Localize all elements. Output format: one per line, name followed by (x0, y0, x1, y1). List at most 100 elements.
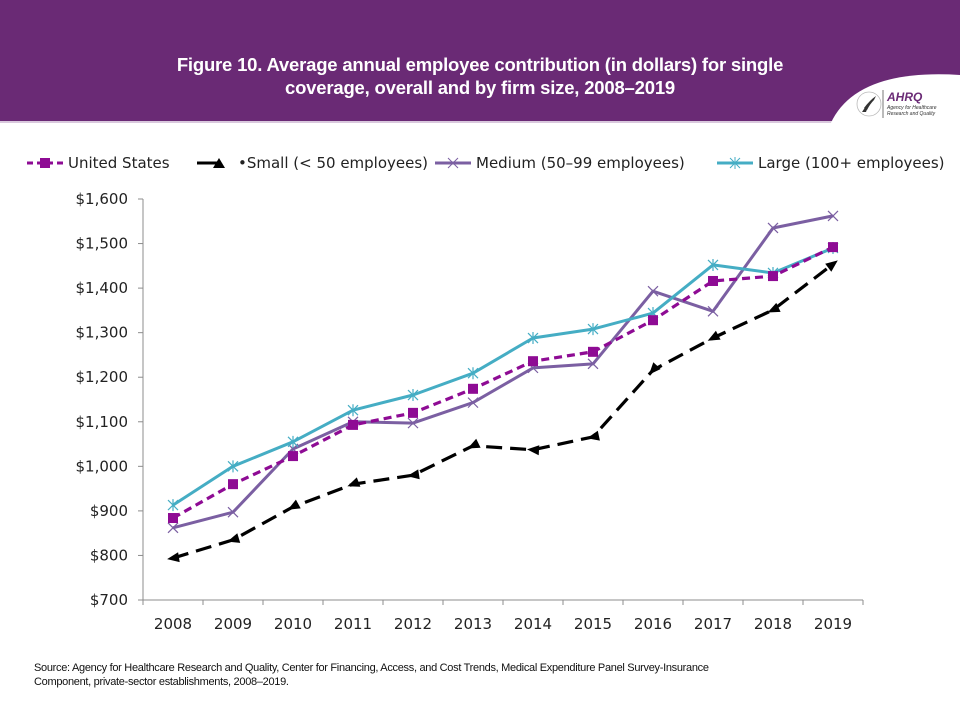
y-tick-label: $800 (90, 546, 128, 564)
legend-item-large: Large (100+ employees) (716, 150, 945, 176)
data-point-x (467, 397, 479, 409)
x-tick-label: 2018 (754, 615, 792, 633)
data-point-square (408, 407, 418, 418)
title-line-1: Figure 10. Average annual employee contr… (176, 54, 784, 75)
data-point-x (767, 222, 779, 234)
y-tick-label: $1,300 (76, 324, 129, 342)
data-point-x (227, 506, 239, 518)
legend-marker-square-icon (27, 158, 63, 168)
x-tick-label: 2009 (214, 615, 252, 633)
chart-legend: United States •Small (< 50 employees) Me… (0, 150, 960, 176)
y-tick-label: $1,100 (76, 413, 129, 431)
legend-label: Medium (50–99 employees) (476, 154, 685, 172)
legend-marker-asterisk-icon (717, 157, 753, 169)
data-point-triangle (407, 469, 420, 480)
data-point-square (648, 315, 658, 326)
data-point-square (348, 419, 358, 430)
hhs-eagle-icon (856, 91, 882, 117)
legend-marker-triangle-icon (197, 158, 225, 168)
legend-label: United States (68, 154, 170, 172)
y-tick-label: $1,000 (76, 457, 129, 475)
data-point-triangle (287, 499, 301, 510)
ahrq-tagline-2: Research and Quality (887, 111, 936, 117)
header-band (0, 0, 960, 121)
data-point-asterisk (287, 435, 299, 448)
y-tick-label: $900 (90, 502, 128, 520)
data-point-x (647, 285, 659, 297)
y-tick-label: $1,600 (76, 190, 129, 208)
title-line-2: coverage, overall and by firm size, 2008… (284, 77, 675, 98)
x-tick-label: 2012 (394, 615, 432, 633)
series-line (172, 262, 834, 560)
legend-label: Large (100+ employees) (758, 154, 945, 172)
x-tick-label: 2010 (274, 615, 312, 633)
data-point-square (588, 346, 598, 357)
legend-marker-x-icon (435, 157, 471, 169)
x-tick-label: 2019 (814, 615, 852, 633)
data-point-asterisk (707, 258, 719, 271)
data-point-asterisk (347, 404, 359, 417)
legend-label: •Small (< 50 employees) (238, 154, 429, 172)
series-large-100-employees (167, 242, 839, 512)
header-divider (0, 121, 960, 123)
legend-item-united-states: United States (26, 150, 170, 176)
x-tick-label: 2015 (574, 615, 612, 633)
data-point-triangle (649, 362, 661, 375)
data-point-x (167, 522, 179, 534)
source-line-2: Component, private-sector establishments… (34, 676, 289, 688)
data-point-square (228, 479, 238, 490)
data-point-triangle (707, 330, 721, 341)
data-point-square (768, 271, 778, 282)
series-medium-50-99-employees (167, 210, 839, 534)
logo-white-curve (828, 74, 960, 130)
data-point-asterisk (227, 460, 239, 473)
series-line (172, 214, 834, 530)
data-point-asterisk (467, 367, 479, 380)
data-point-x (587, 358, 599, 370)
data-point-triangle (825, 260, 838, 272)
legend-item-small: •Small (< 50 employees) (196, 150, 428, 176)
figure-title: Figure 10. Average annual employee contr… (100, 53, 860, 99)
x-tick-label: 2016 (634, 615, 672, 633)
data-point-square (168, 513, 178, 524)
y-tick-label: $700 (90, 591, 128, 609)
data-point-triangle (167, 552, 180, 563)
data-point-triangle (467, 438, 481, 449)
x-tick-label: 2011 (334, 615, 372, 633)
source-note: Source: Agency for Healthcare Research a… (34, 661, 934, 689)
data-point-triangle (587, 430, 600, 441)
y-tick-label: $1,500 (76, 235, 129, 253)
ahrq-tagline-1: Agency for Healthcare (886, 105, 937, 111)
data-point-triangle (347, 477, 361, 487)
chart-series (167, 210, 839, 563)
series-united-states (168, 242, 838, 524)
series-small-50-employees (167, 260, 838, 563)
y-tick-label: $1,200 (76, 368, 129, 386)
data-point-x (827, 210, 839, 222)
data-point-triangle (767, 302, 781, 313)
series-line (172, 245, 834, 520)
data-point-square (828, 242, 838, 253)
data-point-asterisk (407, 389, 419, 402)
data-point-x (707, 305, 719, 317)
data-point-triangle (227, 533, 241, 543)
data-point-asterisk (587, 323, 599, 336)
chart-axes: $700 $800 $900 $1,000 $1,100 $1,200 $1,300 $1,4… (76, 190, 864, 633)
data-point-asterisk (167, 499, 179, 512)
data-point-square (288, 451, 298, 462)
x-tick-label: 2008 (154, 615, 192, 633)
data-point-square (468, 383, 478, 394)
x-tick-label: 2013 (454, 615, 492, 633)
legend-item-medium: Medium (50–99 employees) (434, 150, 685, 176)
data-point-square (708, 275, 718, 286)
ahrq-logo: AHRQ Agency for Healthcare Research and … (820, 60, 960, 130)
data-point-asterisk (527, 332, 539, 345)
data-point-x (407, 417, 419, 429)
data-point-square (528, 356, 538, 367)
source-line-1: Source: Agency for Healthcare Research a… (34, 662, 709, 674)
ahrq-brand: AHRQ (886, 90, 923, 104)
x-tick-label: 2017 (694, 615, 732, 633)
series-line (172, 246, 834, 507)
y-tick-label: $1,400 (76, 279, 129, 297)
